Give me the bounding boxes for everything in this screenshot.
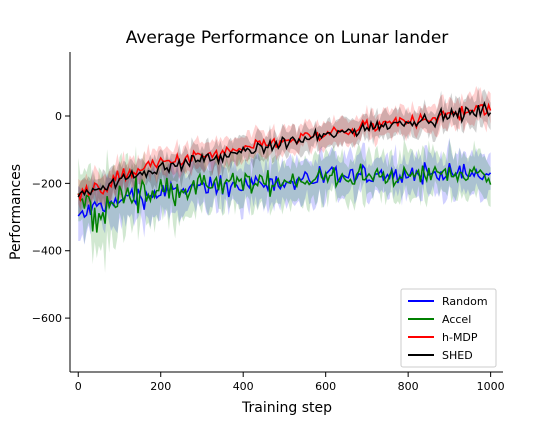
- band-h-mdp: [78, 85, 491, 214]
- x-axis-label: Training step: [241, 400, 332, 416]
- chart-title: Average Performance on Lunar lander: [126, 28, 449, 48]
- band-shed: [78, 86, 491, 217]
- x-tick-label: 800: [398, 380, 419, 393]
- plot-area: [77, 85, 492, 273]
- legend-label-random: Random: [442, 295, 488, 308]
- legend-label-h-mdp: h-MDP: [442, 331, 478, 344]
- x-tick-label: 400: [233, 380, 254, 393]
- x-ticks: 0 200 400 600 800 1000: [75, 372, 505, 393]
- y-tick-label: −600: [32, 312, 62, 325]
- legend-label-accel: Accel: [442, 313, 471, 326]
- x-tick-label: 600: [315, 380, 336, 393]
- x-tick-label: 1000: [477, 380, 505, 393]
- y-tick-label: −200: [32, 177, 62, 190]
- y-axis-label: Performances: [8, 164, 24, 260]
- series-line-random: [77, 162, 492, 219]
- x-tick-label: 200: [150, 380, 171, 393]
- y-ticks: −600 −400 −200 0: [32, 110, 70, 325]
- y-tick-label: 0: [55, 110, 62, 123]
- legend-box: [400, 288, 497, 368]
- axes: [69, 52, 503, 373]
- band-accel: [78, 139, 491, 273]
- x-tick-label: 0: [75, 380, 82, 393]
- legend: Random Accel h-MDP SHED: [400, 288, 497, 368]
- y-tick-label: −400: [32, 245, 62, 258]
- legend-label-shed: SHED: [442, 349, 473, 362]
- series-line-accel: [77, 163, 492, 233]
- series-line-shed: [77, 100, 492, 198]
